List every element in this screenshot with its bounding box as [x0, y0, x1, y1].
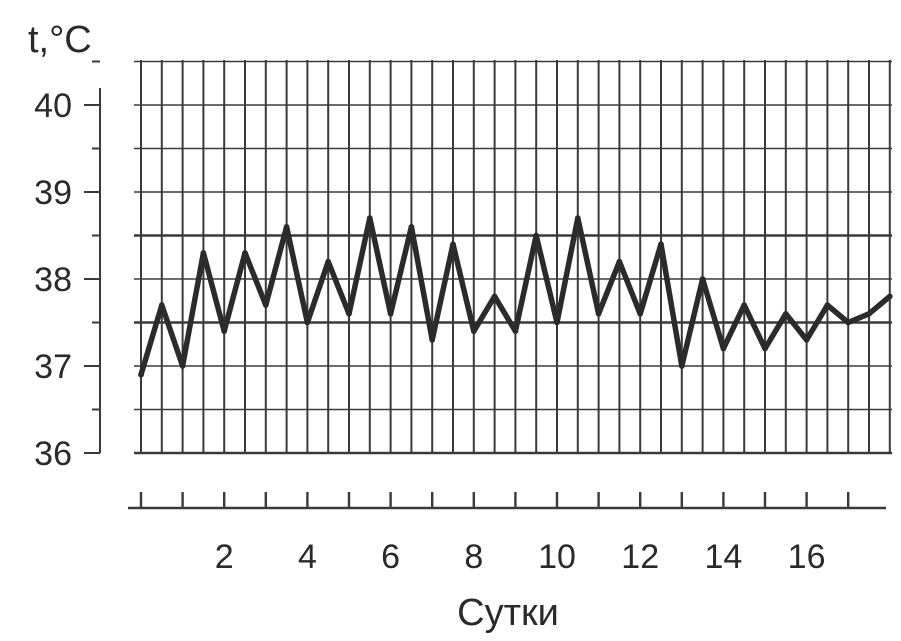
temperature-point	[450, 241, 456, 247]
temperature-point	[346, 311, 352, 317]
temperature-point	[512, 328, 519, 335]
temperature-point	[429, 337, 436, 343]
temperature-point	[408, 224, 415, 230]
temperature-point	[699, 276, 706, 282]
temperature-point	[263, 302, 269, 308]
x-tick-label: 2	[215, 538, 234, 576]
temperature-point	[200, 250, 207, 256]
temperature-point	[304, 319, 311, 326]
temperature-point	[741, 302, 747, 308]
temperature-point	[575, 215, 581, 221]
temperature-point	[159, 302, 165, 308]
y-tick-label: 39	[34, 174, 72, 212]
x-tick-label: 8	[464, 538, 483, 576]
temperature-point	[387, 311, 394, 317]
temperature-series	[138, 215, 893, 378]
x-tick-label: 10	[538, 538, 576, 576]
temperature-point	[179, 363, 186, 369]
y-axis-title: t,°C	[28, 19, 92, 61]
x-axis-title: Сутки	[457, 592, 559, 634]
vertical-gridlines	[140, 60, 891, 453]
temperature-point	[783, 311, 789, 317]
temperature-point	[221, 328, 227, 335]
temperature-point	[471, 328, 477, 335]
temperature-point	[283, 224, 290, 230]
x-tick-label: 12	[621, 538, 659, 576]
temperature-point	[824, 302, 831, 308]
temperature-point	[138, 371, 144, 378]
temperature-point	[616, 258, 623, 265]
temperature-point	[554, 319, 560, 326]
temperature-point	[887, 293, 893, 300]
temperature-point	[720, 345, 727, 352]
temperature-point	[533, 232, 539, 239]
temperature-point	[762, 345, 768, 352]
y-tick-label: 37	[34, 348, 72, 386]
temperature-point	[679, 363, 685, 369]
y-axis: 36 37 38 39 40	[34, 60, 101, 473]
temperature-point	[242, 250, 248, 256]
temperature-point	[637, 311, 643, 317]
x-tick-label: 14	[704, 538, 742, 576]
y-tick-label: 36	[34, 435, 72, 473]
temperature-point	[595, 311, 602, 317]
y-tick-label: 38	[34, 261, 72, 299]
x-tick-label: 6	[381, 538, 400, 576]
y-tick-label: 40	[34, 87, 72, 125]
temperature-point	[845, 319, 851, 326]
x-tick-label: 16	[788, 538, 826, 576]
temperature-point	[803, 337, 810, 343]
temperature-point	[866, 311, 872, 317]
temperature-point	[367, 215, 373, 221]
x-axis: 2 4 6 8 10 12 14 16	[128, 492, 886, 576]
temperature-point	[325, 258, 332, 265]
temperature-point	[658, 241, 664, 247]
temperature-point	[491, 293, 498, 300]
x-tick-label: 4	[298, 538, 317, 576]
